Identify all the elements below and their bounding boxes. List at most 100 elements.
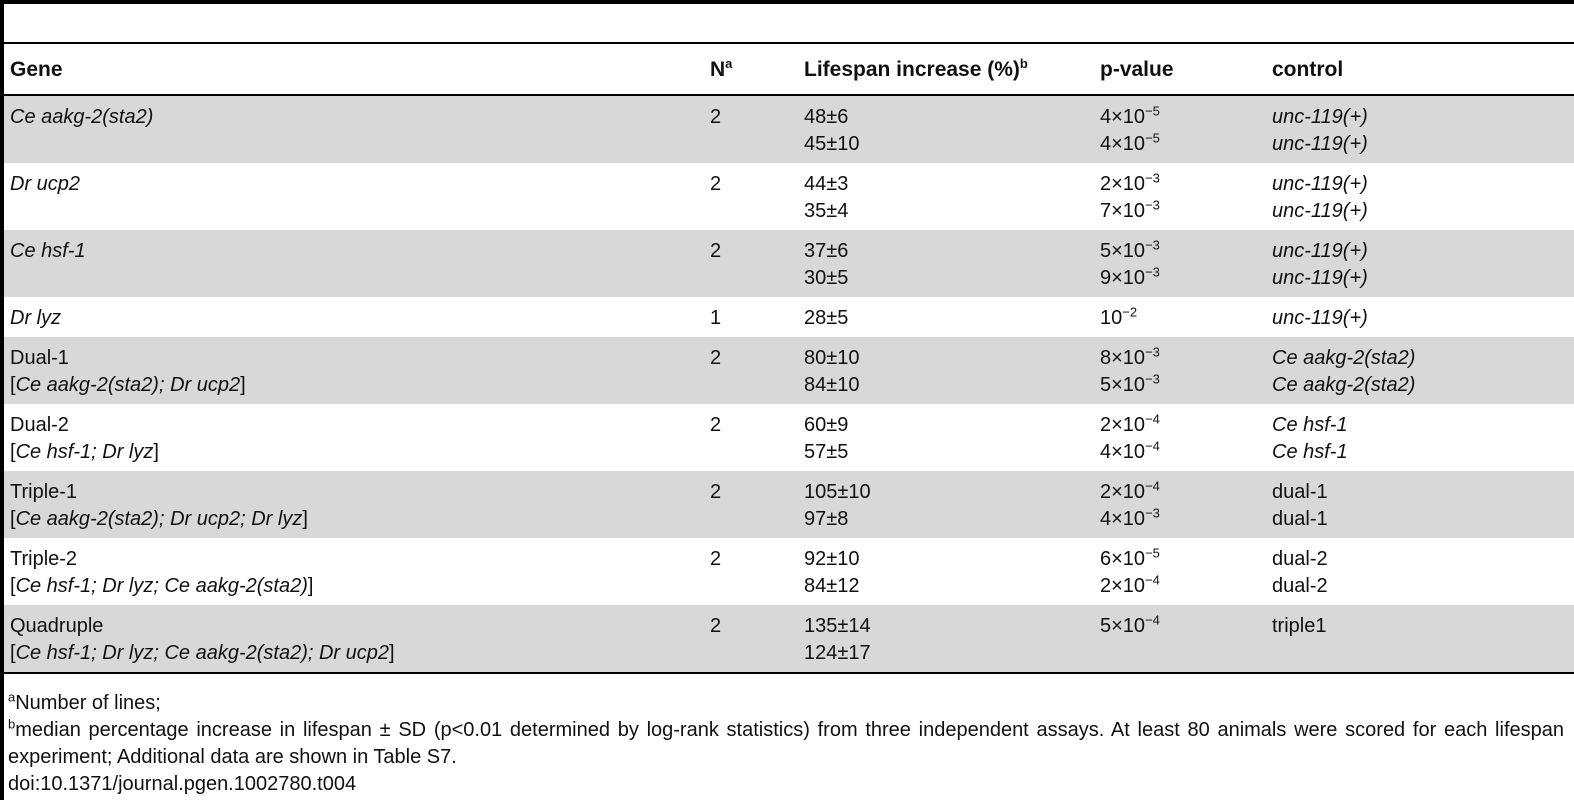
pvalue-cell: 4×10−5 4×10−5: [1100, 104, 1160, 158]
pvalue-base: 2×10: [1100, 481, 1146, 503]
lifespan-cell: 44±3 35±4: [804, 171, 848, 225]
lines-count: 2: [710, 240, 722, 262]
control-line-2: dual-1: [1272, 508, 1328, 530]
pvalue-cell: 2×10−4 4×10−3: [1100, 479, 1160, 533]
table-body: Ce aakg-2(sta2) 2 48±6 45±10 4×10−5 4×10−5 unc…: [4, 96, 1574, 672]
lifespan-cell: 28±5: [804, 305, 848, 332]
control-cell: triple1: [1272, 613, 1326, 640]
header-gene: Gene: [10, 58, 63, 81]
pvalue-exponent: −3: [1145, 197, 1160, 213]
gene-construct-list: Ce hsf-1; Dr lyz; Ce aakg-2(sta2); Dr uc…: [15, 642, 390, 664]
header-top-rule: [4, 42, 1574, 44]
gene-cell: Ce hsf-1: [10, 238, 86, 265]
gene-name: Dr ucp2: [10, 173, 81, 195]
pvalue-line-1: 10−2: [1100, 305, 1137, 332]
control-cell: unc-119(+) unc-119(+): [1272, 171, 1368, 225]
pvalue-exponent: −5: [1145, 103, 1160, 119]
lifespan-line-1: 92±10: [804, 548, 860, 570]
pvalue-exponent: −4: [1145, 438, 1160, 454]
lifespan-line-2: 45±10: [804, 133, 860, 155]
pvalue-cell: 5×10−3 9×10−3: [1100, 238, 1160, 292]
control-line-1: unc-119(+): [1272, 307, 1368, 329]
pvalue-exponent: −5: [1145, 130, 1160, 146]
pvalue-base: 4×10: [1100, 441, 1146, 463]
footnote-a-mark: a: [8, 689, 16, 705]
table-bottom-rule: [4, 672, 1574, 674]
header-n: Na: [710, 56, 732, 83]
table-row: Triple-1 [Ce aakg-2(sta2); Dr ucp2; Dr ly…: [4, 471, 1574, 538]
gene-construct: [Ce hsf-1; Dr lyz]: [10, 441, 159, 463]
pvalue-base: 5×10: [1100, 240, 1146, 262]
pvalue-line-1: 5×10−3: [1100, 238, 1160, 265]
lifespan-cell: 92±10 84±12: [804, 546, 859, 600]
lifespan-line-2: 30±5: [804, 267, 849, 289]
lines-count: 2: [710, 106, 722, 128]
pvalue-base: 8×10: [1100, 347, 1146, 369]
lines-count: 2: [710, 414, 722, 436]
lifespan-line-2: 35±4: [804, 200, 849, 222]
control-line-1: Ce hsf-1: [1272, 414, 1348, 436]
lifespan-line-1: 37±6: [804, 240, 849, 262]
pvalue-cell: 6×10−5 2×10−4: [1100, 546, 1160, 600]
pvalue-cell: 10−2: [1100, 305, 1137, 332]
pvalue-base: 4×10: [1100, 133, 1146, 155]
table-row: Dual-1 [Ce aakg-2(sta2); Dr ucp2] 2 80±10 84…: [4, 337, 1574, 404]
lines-count: 2: [710, 548, 722, 570]
control-line-2: Ce aakg-2(sta2): [1272, 374, 1416, 396]
gene-construct-list: Ce hsf-1; Dr lyz; Ce aakg-2(sta2): [15, 575, 308, 597]
doi-link[interactable]: doi:10.1371/journal.pgen.1002780.t004: [8, 773, 357, 795]
control-line-2: unc-119(+): [1272, 133, 1368, 155]
footnote-b: bmedian percentage increase in lifespan …: [8, 717, 1564, 771]
pvalue-cell: 8×10−3 5×10−3: [1100, 345, 1160, 399]
header-lifespan: Lifespan increase (%)b: [804, 56, 1028, 83]
gene-cell: Dual-1 [Ce aakg-2(sta2); Dr ucp2]: [10, 345, 246, 399]
pvalue-base: 5×10: [1100, 374, 1146, 396]
header-control: control: [1272, 58, 1344, 81]
header-pvalue: p-value: [1100, 58, 1174, 81]
pvalue-base: 4×10: [1100, 106, 1146, 128]
lifespan-line-2: 84±10: [804, 374, 860, 396]
gene-cell: Quadruple [Ce hsf-1; Dr lyz; Ce aakg-2(st…: [10, 613, 395, 667]
lifespan-line-1: 28±5: [804, 307, 849, 329]
gene-construct: [Ce hsf-1; Dr lyz; Ce aakg-2(sta2)]: [10, 575, 314, 597]
pvalue-line-1: 6×10−5: [1100, 546, 1160, 573]
table-row: Dr lyz 1 28±5 10−2 unc-119(+): [4, 297, 1574, 337]
gene-name: Triple-2: [10, 548, 78, 570]
control-cell: unc-119(+) unc-119(+): [1272, 238, 1368, 292]
pvalue-line-1: 8×10−3: [1100, 345, 1160, 372]
control-line-2: unc-119(+): [1272, 200, 1368, 222]
control-cell: unc-119(+): [1272, 305, 1368, 332]
pvalue-exponent: −3: [1145, 505, 1160, 521]
footnote-a-text: Number of lines;: [15, 692, 161, 714]
header-lifespan-sup: b: [1019, 56, 1028, 71]
control-line-2: Ce hsf-1: [1272, 441, 1348, 463]
gene-cell: Dr ucp2: [10, 171, 80, 198]
pvalue-base: 2×10: [1100, 173, 1146, 195]
control-line-1: triple1: [1272, 615, 1327, 637]
pvalue-line-1: 2×10−3: [1100, 171, 1160, 198]
lifespan-line-2: 97±8: [804, 508, 849, 530]
pvalue-base: 2×10: [1100, 414, 1146, 436]
lifespan-line-2: 84±12: [804, 575, 860, 597]
pvalue-line-1: 2×10−4: [1100, 412, 1160, 439]
pvalue-exponent: −3: [1145, 170, 1160, 186]
pvalue-cell: 2×10−3 7×10−3: [1100, 171, 1160, 225]
pvalue-line-2: 7×10−3: [1100, 198, 1160, 225]
lines-count: 1: [710, 307, 722, 329]
gene-construct-list: Ce aakg-2(sta2); Dr ucp2: [15, 374, 241, 396]
pvalue-exponent: −4: [1145, 572, 1160, 588]
footnote-b-text: median percentage increase in lifespan ±…: [8, 719, 1564, 768]
control-cell: dual-2 dual-2: [1272, 546, 1328, 600]
gene-name: Dr lyz: [10, 307, 62, 329]
pvalue-line-1: 5×10−4: [1100, 613, 1160, 640]
control-cell: unc-119(+) unc-119(+): [1272, 104, 1368, 158]
pvalue-line-2: 4×10−5: [1100, 131, 1160, 158]
header-n-sup: a: [725, 56, 733, 71]
control-line-1: dual-2: [1272, 548, 1328, 570]
pvalue-exponent: −4: [1145, 478, 1160, 494]
gene-cell: Dr lyz: [10, 305, 61, 332]
table-header: Gene Na Lifespan increase (%)b p-value c…: [4, 44, 1574, 96]
table-row: Ce aakg-2(sta2) 2 48±6 45±10 4×10−5 4×10−5 unc…: [4, 96, 1574, 163]
pvalue-base: 10: [1100, 307, 1123, 329]
table-left-border: [0, 0, 4, 800]
